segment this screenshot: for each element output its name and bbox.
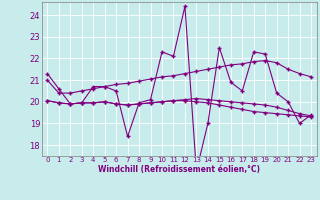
X-axis label: Windchill (Refroidissement éolien,°C): Windchill (Refroidissement éolien,°C): [98, 165, 260, 174]
